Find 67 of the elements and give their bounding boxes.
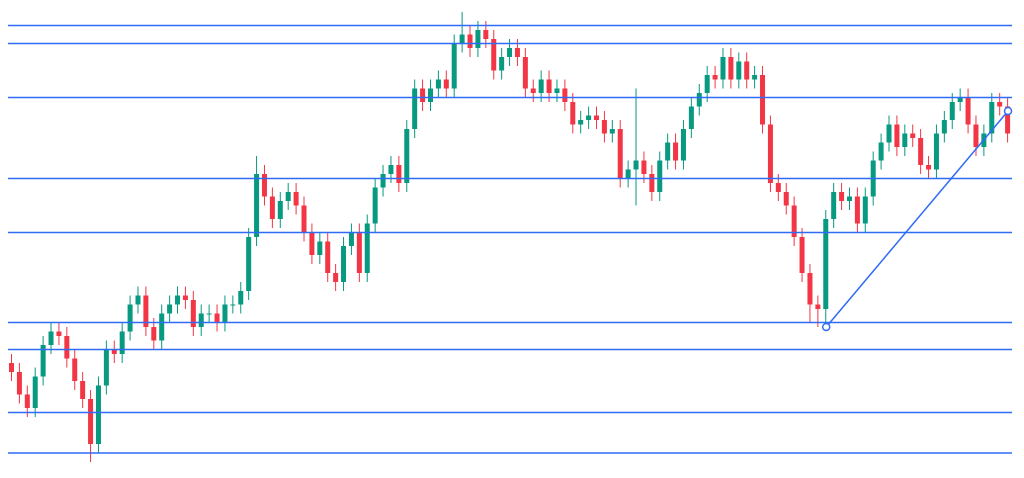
candlestick <box>894 115 900 157</box>
candlestick <box>483 20 489 49</box>
candlestick <box>48 322 54 355</box>
candlestick <box>712 65 718 89</box>
candlestick <box>80 371 86 409</box>
candlestick <box>641 151 647 184</box>
candlestick <box>926 155 932 179</box>
candlestick <box>601 110 607 143</box>
candlestick <box>64 326 70 368</box>
candlestick <box>443 70 449 98</box>
candlestick <box>688 97 694 139</box>
candlestick <box>151 317 157 350</box>
candlestick <box>744 52 750 89</box>
candlestick <box>696 83 702 116</box>
candlestick <box>285 182 291 211</box>
candlestick <box>665 133 671 170</box>
candlestick <box>238 281 244 314</box>
candlestick <box>633 88 639 206</box>
candlestick <box>293 182 299 215</box>
candlestick <box>878 133 884 170</box>
candlestick <box>135 286 141 314</box>
candlestick <box>269 187 275 229</box>
candlestick <box>24 385 30 418</box>
candlestick <box>167 295 173 323</box>
candlestick <box>886 115 892 152</box>
candlestick <box>728 47 734 89</box>
candlestick <box>309 223 315 265</box>
candlestick <box>578 110 584 134</box>
candlestick <box>475 20 481 58</box>
candlestick <box>230 295 236 314</box>
candlestick <box>839 182 845 211</box>
candlestick <box>720 47 726 89</box>
candlestick <box>507 38 513 67</box>
candlestick <box>649 164 655 202</box>
candlestick <box>222 295 228 332</box>
candlestick <box>348 223 354 256</box>
candlestick <box>396 155 402 193</box>
candlestick <box>499 47 505 80</box>
candlestick <box>435 70 441 98</box>
candlestick <box>72 349 78 391</box>
candlestick <box>704 65 710 103</box>
candlestick <box>546 70 552 103</box>
candlestick <box>736 52 742 89</box>
candlestick <box>277 191 283 229</box>
candlestick <box>119 322 125 364</box>
candlestick <box>570 92 576 134</box>
candlestick <box>973 115 979 157</box>
candlestick <box>9 353 14 382</box>
candlestick <box>514 38 520 67</box>
candlestick <box>16 362 22 404</box>
candlestick <box>317 232 323 265</box>
candlestick <box>261 164 267 206</box>
candlestick <box>775 173 781 202</box>
candlestick <box>380 164 386 197</box>
candlestick <box>941 110 947 143</box>
candlestick <box>206 304 212 323</box>
candlestick <box>783 182 789 215</box>
candlestick <box>949 92 955 130</box>
candlestick <box>902 124 908 157</box>
candlestick <box>388 155 394 184</box>
candlestick <box>609 119 615 143</box>
candlestick <box>538 70 544 103</box>
candlestick <box>997 92 1003 116</box>
candlestick <box>752 65 758 89</box>
candlestick <box>333 263 339 292</box>
candlestick <box>673 133 679 170</box>
candlestick <box>175 286 181 314</box>
